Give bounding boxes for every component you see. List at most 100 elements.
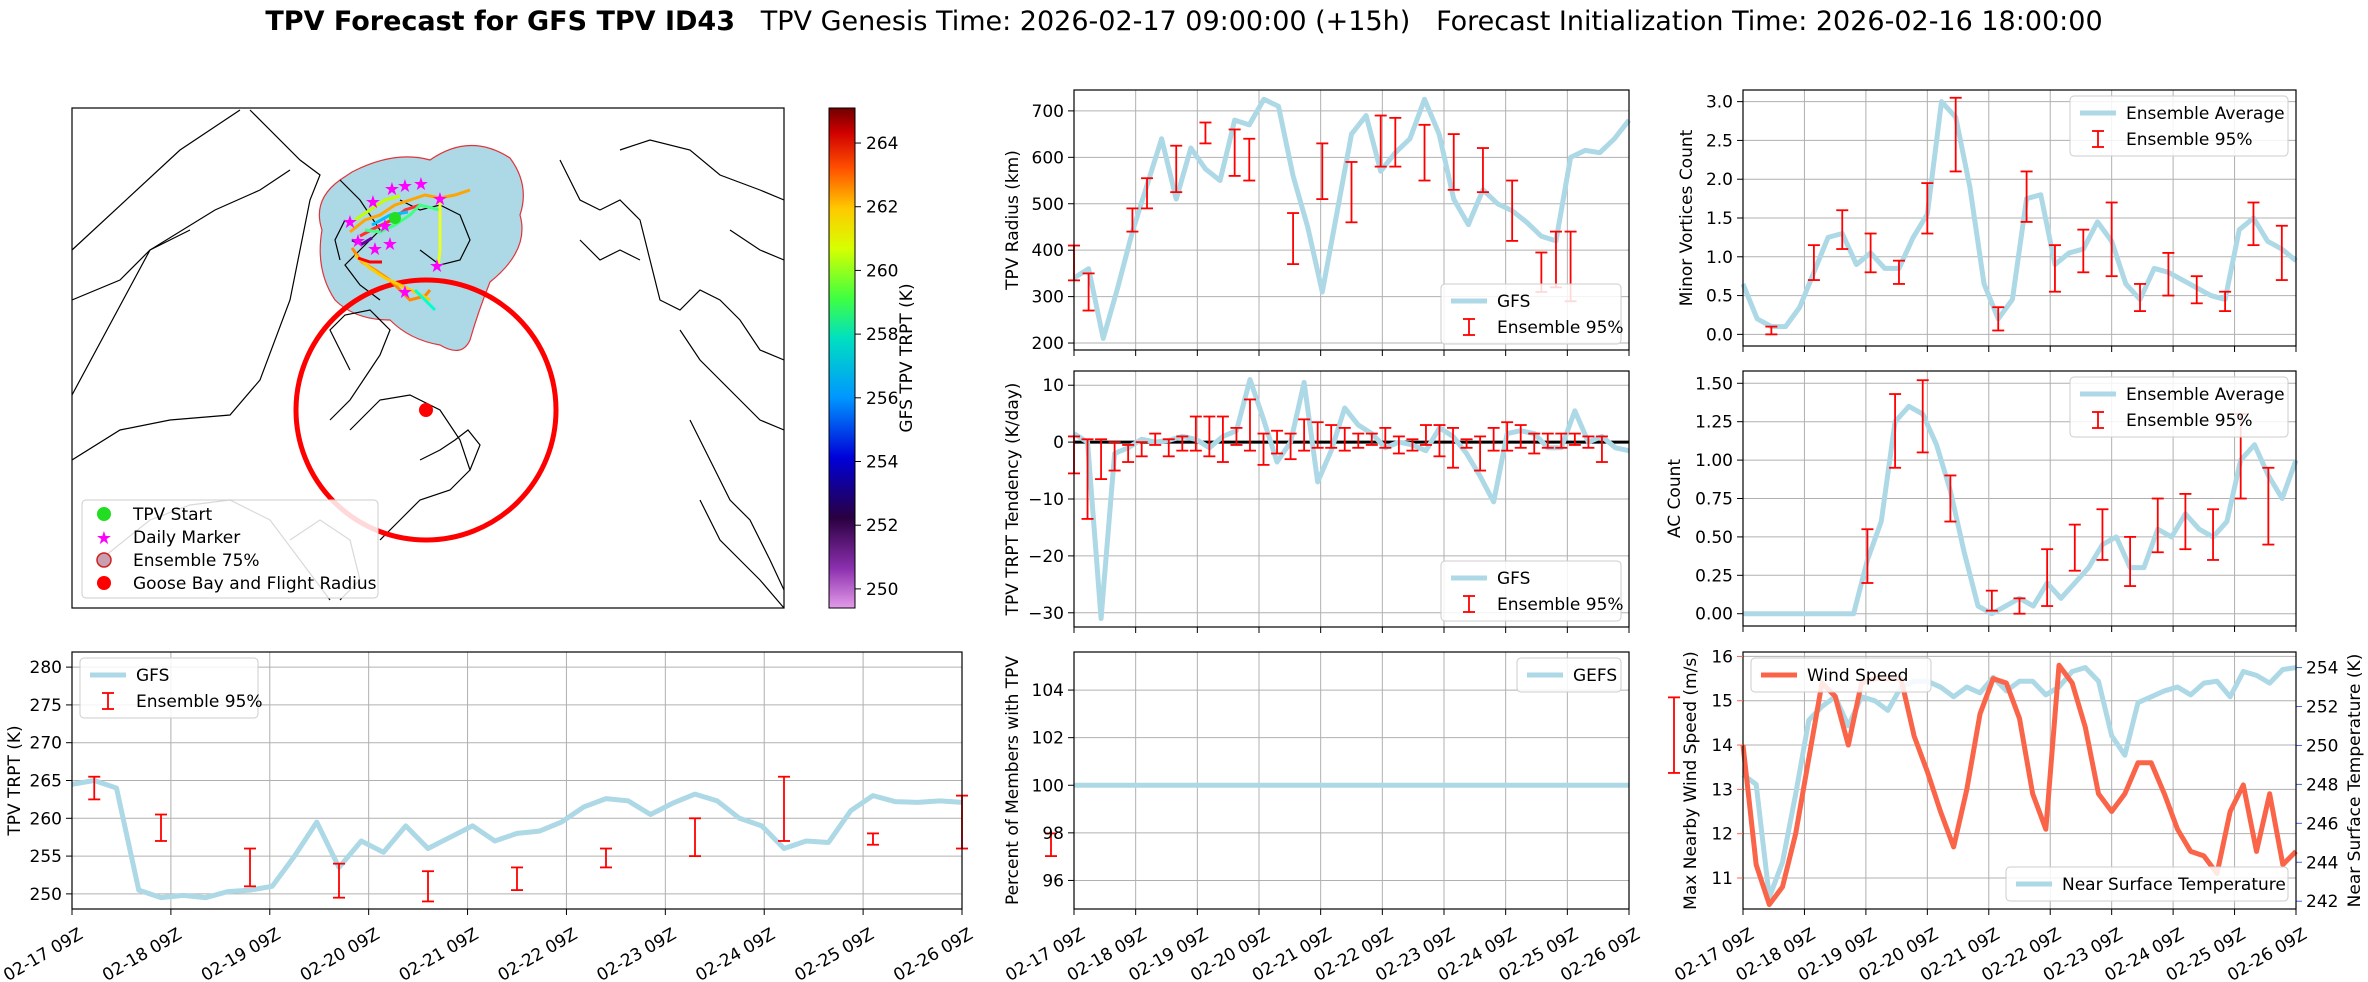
ytick-right-label: 242	[2306, 892, 2338, 912]
legend-temp: Near Surface Temperature	[2005, 866, 2289, 902]
xtick-label: 02-19 09Z	[198, 924, 284, 982]
error-bar	[1541, 432, 1554, 449]
svg-text:★: ★	[382, 234, 398, 255]
ytick-label: 10	[1042, 376, 1064, 396]
legend-tpv-start-label: TPV Start	[132, 505, 213, 525]
error-bar	[1501, 421, 1514, 452]
legend-label: Ensemble Average	[2126, 385, 2285, 405]
figure-title: TPV Forecast for GFS TPV ID43 TPV Genesi…	[0, 6, 2368, 37]
ytick-label: −10	[1028, 490, 1064, 510]
error-bar	[2179, 492, 2192, 551]
ytick-label: 15	[1711, 692, 1733, 712]
ytick-right-label: 252	[2306, 698, 2338, 718]
error-bar	[1298, 418, 1311, 452]
chart-ac: 0.00 0.25 0.50 0.75 1.00 1.25 1.50 AC Count Ense…	[1665, 370, 2299, 632]
series-line	[1072, 377, 1630, 621]
colorbar-tick-label: 260	[866, 261, 898, 281]
legend-label: Ensemble 95%	[2126, 130, 2253, 150]
xtick-label: 02-22 09Z	[495, 924, 581, 982]
error-bar	[2048, 244, 2061, 293]
error-bar	[1203, 415, 1216, 458]
error-bar	[1992, 306, 2005, 332]
svg-text:★: ★	[377, 216, 393, 237]
xtick-label: 02-25 09Z	[791, 924, 877, 982]
error-bar	[2068, 523, 2081, 572]
legend-label: GFS	[136, 666, 169, 686]
legend-label: Ensemble 95%	[1497, 595, 1624, 615]
colorbar-gradient	[828, 107, 856, 609]
error-bar	[2020, 170, 2033, 223]
ytick-right-label: 246	[2306, 814, 2338, 834]
ytick-label: 13	[1711, 780, 1733, 800]
svg-text:★: ★	[384, 179, 400, 200]
colorbar-tick-label: 250	[866, 580, 898, 600]
error-bar	[1864, 232, 1877, 274]
error-bar	[2096, 508, 2109, 561]
xtick-label: 02-24 09Z	[692, 924, 778, 982]
error-bar	[1122, 444, 1135, 463]
ytick-label: 3.0	[1706, 93, 1733, 113]
ytick-label: 1.50	[1695, 374, 1733, 394]
ytick-label: 270	[30, 734, 62, 754]
ytick-label: 400	[1032, 241, 1064, 261]
ylabel: TPV TRPT (K)	[5, 725, 25, 836]
ytick-label: 700	[1032, 102, 1064, 122]
ytick-label: 260	[30, 809, 62, 829]
legend: GFS Ensemble 95%	[1440, 283, 1624, 345]
ylabel: AC Count	[1665, 459, 1685, 538]
ytick-label: 96	[1042, 871, 1064, 891]
error-bar	[1108, 441, 1121, 472]
chart-percent: 96 98 100 102 104 Percent of Members with TPV…	[1002, 651, 1644, 982]
error-bar	[1379, 426, 1392, 449]
error-bar	[1406, 438, 1419, 452]
legend: Ensemble Average Ensemble 95%	[2069, 95, 2289, 157]
error-bar	[1316, 142, 1329, 201]
error-bar	[333, 862, 345, 899]
ytick-label: 2.0	[1706, 170, 1733, 190]
ytick-label: 16	[1711, 647, 1733, 667]
ytick-label: 0	[1053, 433, 1064, 453]
ytick-right-label: 244	[2306, 853, 2338, 873]
legend-label: GFS	[1497, 569, 1530, 589]
error-bar	[1861, 528, 1874, 584]
series-line	[71, 778, 963, 901]
error-bar	[1389, 116, 1402, 168]
error-bar	[1365, 432, 1378, 446]
error-bar	[1311, 421, 1324, 449]
error-bar	[1807, 244, 1820, 281]
colorbar-tick-label: 252	[866, 516, 898, 536]
error-bar	[1243, 137, 1256, 182]
error-bar	[2041, 548, 2054, 607]
ylabel: TPV Radius (km)	[1003, 150, 1023, 291]
error-bar	[155, 813, 167, 842]
ytick-label: 200	[1032, 334, 1064, 354]
ytick-label: 280	[30, 658, 62, 678]
legend-daily-marker-label: Daily Marker	[133, 528, 240, 548]
colorbar-tick-label: 262	[866, 198, 898, 218]
ytick-right-label: 254	[2306, 659, 2338, 679]
error-bar	[2275, 224, 2288, 281]
svg-text:★: ★	[367, 239, 383, 260]
error-bar	[1257, 432, 1270, 466]
xtick-label: 02-21 09Z	[396, 924, 482, 982]
map-panel: ★ ★ ★ ★ ★ ★ ★ ★ ★ ★ ★ ★ TPV Start ★ Dail…	[71, 107, 917, 609]
error-bar	[1568, 432, 1581, 446]
colorbar-tick-label: 258	[866, 325, 898, 345]
chart-wind_temp: 242 244 246 248 250 252 254 Near Surface Temper…	[1671, 647, 2365, 982]
legend-label: Ensemble 95%	[1497, 318, 1624, 338]
legend-label: Ensemble 95%	[136, 692, 263, 712]
error-bar	[1162, 438, 1175, 458]
error-bar	[1433, 424, 1446, 458]
error-bar	[1230, 426, 1243, 446]
svg-text:★: ★	[397, 176, 413, 197]
ytick-label: 0.25	[1695, 566, 1733, 586]
plot-area	[1074, 652, 1629, 909]
error-bar	[1476, 147, 1489, 194]
ytick-label: 600	[1032, 148, 1064, 168]
ytick-label: 0.0	[1706, 325, 1733, 345]
error-bar	[1582, 435, 1595, 449]
ylabel: TPV TRPT Tendency (K/day)	[1003, 383, 1023, 617]
colorbar-tick-label: 254	[866, 453, 898, 473]
error-bar	[2162, 252, 2175, 297]
legend-label: Near Surface Temperature	[2062, 875, 2286, 895]
